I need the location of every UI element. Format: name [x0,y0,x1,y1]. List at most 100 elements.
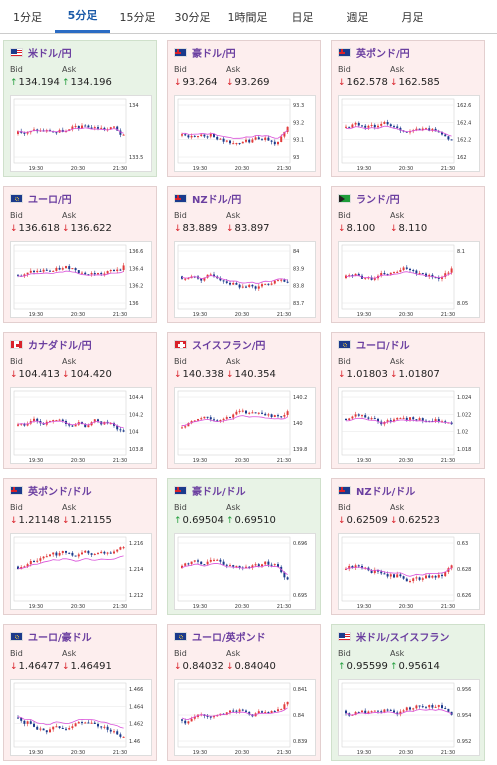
x-tick-label: 21:30 [113,312,127,318]
tab-4[interactable]: 1時間足 [227,10,268,24]
card-title[interactable]: 米ドル/円 [10,45,72,60]
rate-card[interactable]: ランド/円 Bid Ask ↓8.100 ↓8.110 8.1 8.05 19:30 20:30… [331,186,485,323]
y-tick-label: 136.2 [129,284,143,290]
candle [206,715,209,717]
card-title[interactable]: ランド/円 [338,191,400,206]
candle [100,127,103,129]
pair-name[interactable]: 米ドル/円 [28,49,72,60]
candle [396,126,399,128]
pair-name[interactable]: 豪ドル/ドル [192,487,246,498]
card-title[interactable]: カナダドル/円 [10,337,92,352]
card-title[interactable]: スイスフラン/円 [174,337,265,352]
card-title[interactable]: 豪ドル/円 [174,45,236,60]
tab-2[interactable]: 15分足 [119,10,156,24]
rate-card[interactable]: 豪ドル/円 Bid Ask ↓93.264 ↓93.269 93.3 93.2 93.1 93 1… [167,40,321,177]
ask-label: Ask [62,503,77,512]
candle [277,415,279,417]
y-tick-label: 93.3 [293,103,304,109]
candle [106,552,109,554]
rate-card[interactable]: ユーロ/豪ドル Bid Ask ↓1.46477 ↓1.46491 1.466 1.464 1… [3,624,157,761]
pair-name[interactable]: ユーロ/英ポンド [192,633,266,644]
y-tick-label: 83.8 [293,284,304,290]
pair-name[interactable]: 英ポンド/円 [356,49,410,60]
candle [402,710,405,712]
candle [396,271,399,273]
candle [87,425,90,428]
candle [213,419,215,421]
card-title[interactable]: ユーロ/英ポンド [174,629,266,644]
rate-card[interactable]: 英ポンド/円 Bid Ask ↓162.578 ↓162.585 162.6 162.4 16… [331,40,485,177]
card-title[interactable]: ユーロ/ドル [338,337,410,352]
card-title[interactable]: ユーロ/豪ドル [10,629,92,644]
card-title[interactable]: 英ポンド/ドル [10,483,92,498]
pair-name[interactable]: 米ドル/スイスフラン [356,633,450,644]
card-title[interactable]: 英ポンド/円 [338,45,410,60]
rate-card[interactable]: ユーロ/円 Bid Ask ↓136.618 ↓136.622 136.6 136.4 136… [3,186,157,323]
bid-label: Bid [10,503,23,512]
rate-card[interactable]: NZドル/円 Bid Ask ↓83.889 ↓83.897 84 83.9 83.8 83.7… [167,186,321,323]
ask-label: Ask [62,65,77,74]
candle [49,729,51,733]
rate-card[interactable]: 豪ドル/ドル Bid Ask ↑0.69504 ↑0.69510 0.696 0.695 19… [167,478,321,615]
card-title[interactable]: 米ドル/スイスフラン [338,629,449,644]
plot-frame [177,244,291,310]
rate-card[interactable]: 米ドル/スイスフラン Bid Ask ↑0.95599 ↑0.95614 0.956 0.9… [331,624,485,761]
candle [441,132,443,135]
y-tick-label: 104 [129,430,139,436]
bid-label: Bid [10,357,23,366]
candle [213,559,215,561]
tab-7[interactable]: 月足 [401,10,424,24]
rate-card[interactable]: 米ドル/円 Bid Ask ↑134.194 ↑134.196 134 133.5 19:30… [3,40,157,177]
candle [364,277,367,279]
candle [213,133,215,137]
pair-name[interactable]: NZドル/ドル [356,487,416,498]
rate-card[interactable]: ユーロ/英ポンド Bid Ask ↓0.84032 ↓0.84040 0.841 0.84 0… [167,624,321,761]
candle [232,565,235,567]
pair-name[interactable]: スイスフラン/円 [192,341,266,352]
ask-label: Ask [226,649,241,658]
rate-card[interactable]: ユーロ/ドル Bid Ask ↓1.01803 ↓1.01807 1.024 1.022 1.… [331,332,485,469]
bid-value: ↑0.69504 [174,515,224,526]
card-title[interactable]: NZドル/ドル [338,483,415,498]
candle [77,554,80,557]
x-tick-label: 19:30 [357,166,371,172]
card-title[interactable]: 豪ドル/ドル [174,483,246,498]
candle [283,131,286,137]
candle [119,734,122,737]
bid-value: ↓1.21148 [10,515,60,526]
pair-name[interactable]: ユーロ/円 [28,195,72,206]
tab-5[interactable]: 日足 [291,10,314,24]
rate-card[interactable]: 英ポンド/ドル Bid Ask ↓1.21148 ↓1.21155 1.216 1.214 1… [3,478,157,615]
card-title[interactable]: NZドル/円 [174,191,241,206]
x-tick-label: 19:30 [193,458,207,464]
pair-name[interactable]: 英ポンド/ドル [28,487,92,498]
rate-card[interactable]: スイスフラン/円 Bid Ask ↓140.338 ↓140.354 140.2 140 13… [167,332,321,469]
candle [257,564,260,567]
candle [203,277,206,281]
x-tick-label: 21:30 [277,458,291,464]
pair-name[interactable]: ユーロ/ドル [356,341,410,352]
candle [229,417,231,419]
pair-name[interactable]: ランド/円 [356,195,400,206]
rate-card[interactable]: カナダドル/円 Bid Ask ↓104.413 ↓104.420 104.4 104.2 1… [3,332,157,469]
tab-1[interactable]: 5分足 [55,0,110,33]
candle [425,420,427,422]
y-tick-label: 162.2 [457,138,471,144]
tab-3[interactable]: 30分足 [174,10,211,24]
x-tick-label: 21:30 [113,458,127,464]
card-title[interactable]: ユーロ/円 [10,191,72,206]
rate-card[interactable]: NZドル/ドル Bid Ask ↓0.62509 ↓0.62523 0.63 0.628 0.… [331,478,485,615]
pair-name[interactable]: カナダドル/円 [28,341,92,352]
plot-frame [13,682,127,748]
candle [431,575,434,578]
tab-0[interactable]: 1分足 [13,10,42,24]
candle [434,277,437,279]
pair-name[interactable]: NZドル/円 [192,195,242,206]
candle [113,731,115,733]
pair-name[interactable]: 豪ドル/円 [192,49,236,60]
tab-6[interactable]: 週足 [346,10,369,24]
candle [203,134,206,137]
pair-name[interactable]: ユーロ/豪ドル [28,633,92,644]
candle [405,578,408,582]
candle [90,127,93,129]
